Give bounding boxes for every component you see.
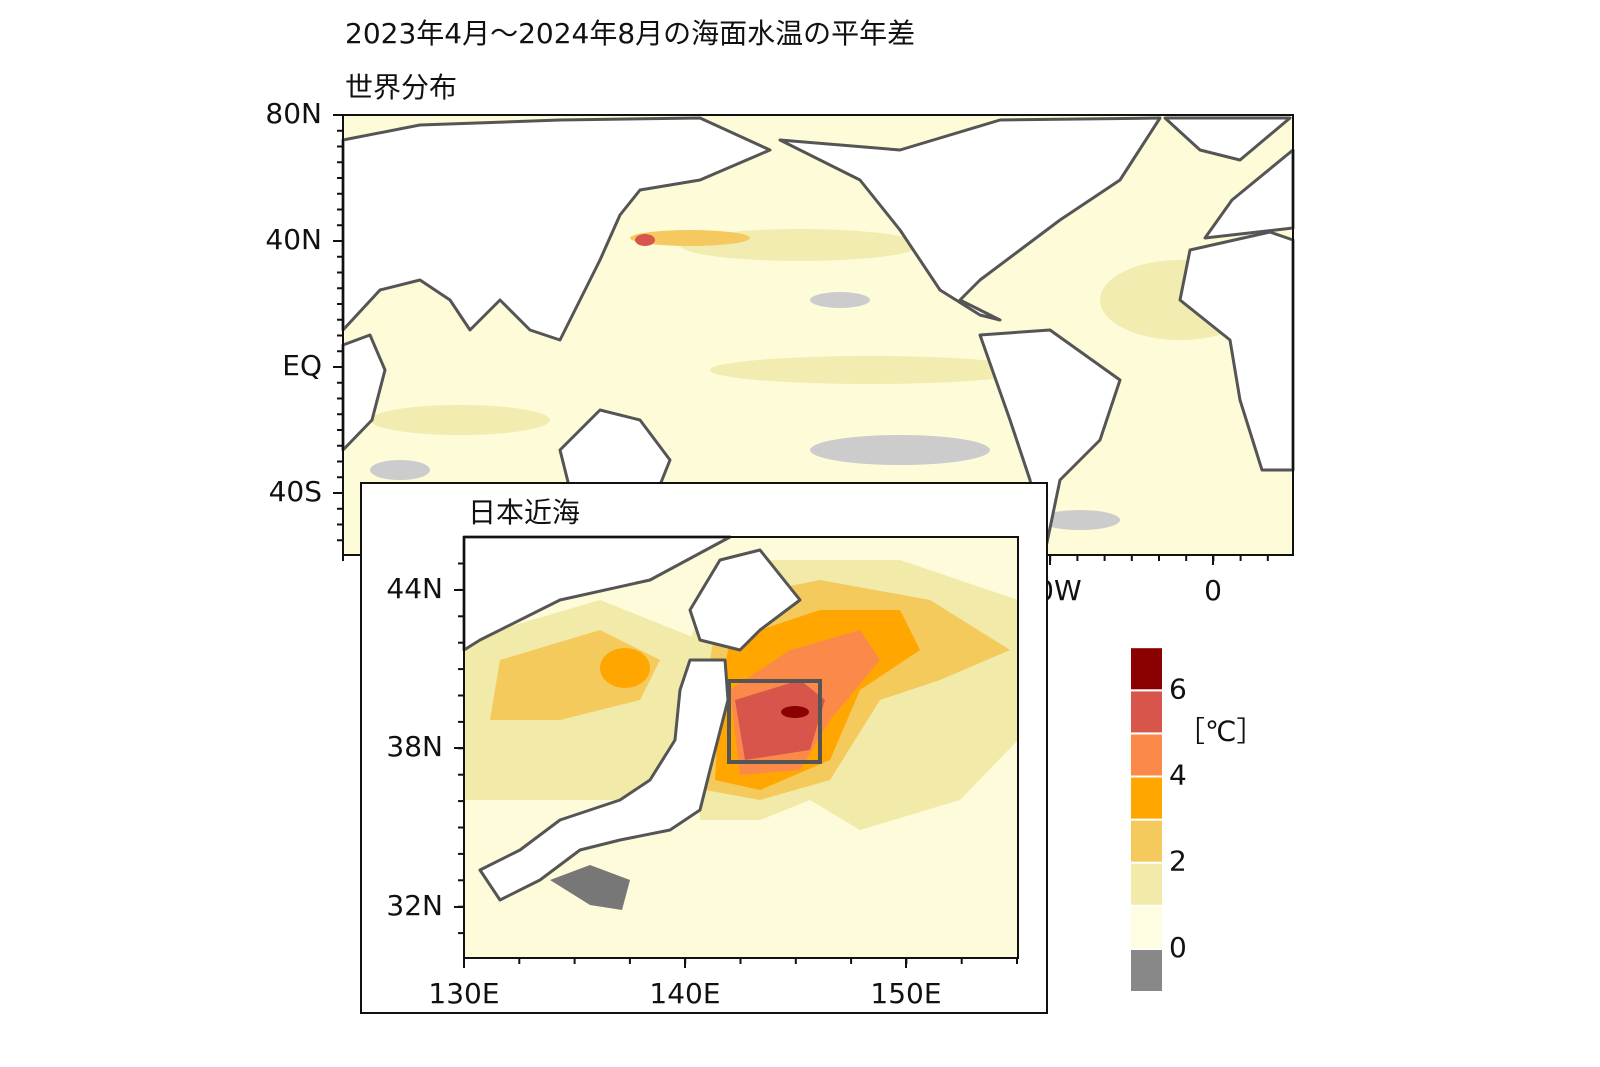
negative-anomaly	[370, 460, 430, 480]
anomaly-blob	[635, 234, 655, 246]
colorbar-unit: ［℃］	[1177, 715, 1264, 748]
land	[778, 116, 1162, 322]
figure-title: 2023年4月～2024年8月の海面水温の平年差	[345, 17, 915, 50]
colorbar-segment	[1129, 947, 1164, 994]
land	[1178, 230, 1295, 472]
lon-label: 0	[1204, 574, 1222, 607]
anomaly-blob	[781, 706, 809, 718]
colorbar-label: 4	[1169, 759, 1187, 792]
anomaly-band	[370, 405, 550, 435]
colorbar-label: 2	[1169, 845, 1187, 878]
negative-anomaly	[550, 865, 630, 910]
highlight-box	[727, 679, 822, 764]
lat-label: 44N	[386, 572, 443, 605]
lat-label: 38N	[386, 730, 443, 763]
anomaly-blob	[630, 230, 750, 246]
world-map-title: 世界分布	[345, 71, 457, 104]
lat-label: 32N	[386, 889, 443, 922]
lat-label: 40S	[269, 475, 322, 508]
land	[341, 116, 772, 342]
inset-title: 日本近海	[468, 496, 580, 529]
negative-anomaly	[1040, 510, 1120, 530]
anomaly-blob	[735, 680, 825, 760]
land	[478, 658, 730, 902]
lon-label: 140E	[649, 977, 720, 1010]
lon-label: 150E	[870, 977, 941, 1010]
negative-anomaly	[810, 435, 990, 465]
colorbar-label: 6	[1169, 672, 1187, 705]
colorbar-label: 0	[1169, 931, 1187, 964]
colorbar-segment	[1129, 689, 1164, 735]
anomaly-band	[710, 356, 1030, 384]
lat-label: EQ	[282, 349, 322, 382]
colorbar-segment	[1129, 775, 1164, 821]
anomaly-blob	[600, 648, 650, 688]
lat-label: 80N	[265, 97, 322, 130]
land	[1163, 116, 1292, 162]
lon-label: 130E	[428, 977, 499, 1010]
colorbar-segment	[1129, 861, 1164, 907]
colorbar-segment	[1129, 646, 1164, 692]
lat-label: 40N	[265, 223, 322, 256]
colorbar-segment	[1129, 818, 1164, 864]
land	[978, 328, 1122, 554]
land	[688, 548, 802, 652]
negative-anomaly	[810, 292, 870, 308]
colorbar-segment	[1129, 732, 1164, 778]
colorbar-segment	[1129, 904, 1164, 950]
inset-map: 日本近海 44N 38N 32N 130E 140E 150E	[360, 482, 1048, 1014]
